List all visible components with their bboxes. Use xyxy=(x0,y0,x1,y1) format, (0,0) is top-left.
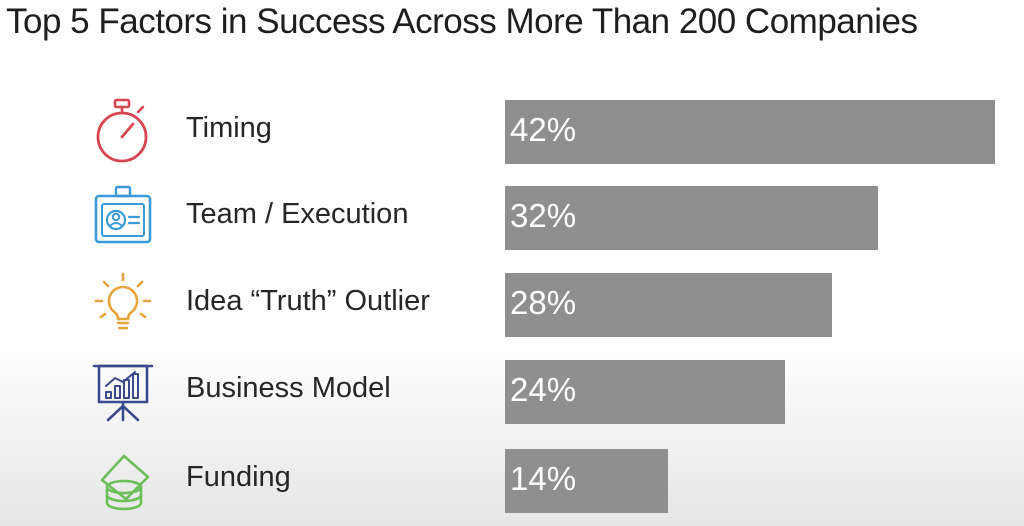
bar-value-label: 24% xyxy=(510,371,577,408)
stopwatch-icon xyxy=(90,98,156,166)
bar-idea-truth-outlier xyxy=(505,273,832,337)
bar-team-execution xyxy=(505,186,878,250)
category-label: Funding xyxy=(186,461,291,493)
bar-row-team-execution: Team / Execution 32% xyxy=(0,184,1024,252)
bar-value-label: 42% xyxy=(510,111,577,148)
id-badge-icon xyxy=(90,184,156,252)
category-label: Business Model xyxy=(186,372,391,404)
bar-row-business-model: Business Model 24% xyxy=(0,358,1024,426)
bar-row-timing: Timing 42% xyxy=(0,98,1024,166)
bar-value-label: 28% xyxy=(510,284,577,321)
bar-timing xyxy=(505,100,995,164)
coins-icon xyxy=(90,447,156,515)
lightbulb-icon xyxy=(90,271,156,339)
category-label: Timing xyxy=(186,112,272,144)
bar-row-idea-truth-outlier: Idea “Truth” Outlier 28% xyxy=(0,271,1024,339)
presentation-chart-icon xyxy=(90,358,156,426)
chart-title: Top 5 Factors in Success Across More Tha… xyxy=(6,2,918,41)
bar-row-funding: Funding 14% xyxy=(0,447,1024,515)
category-label: Team / Execution xyxy=(186,198,409,230)
bar-funding xyxy=(505,449,668,513)
bar-business-model xyxy=(505,360,785,424)
bar-value-label: 14% xyxy=(510,460,577,497)
category-label: Idea “Truth” Outlier xyxy=(186,285,430,317)
bar-value-label: 32% xyxy=(510,197,577,234)
